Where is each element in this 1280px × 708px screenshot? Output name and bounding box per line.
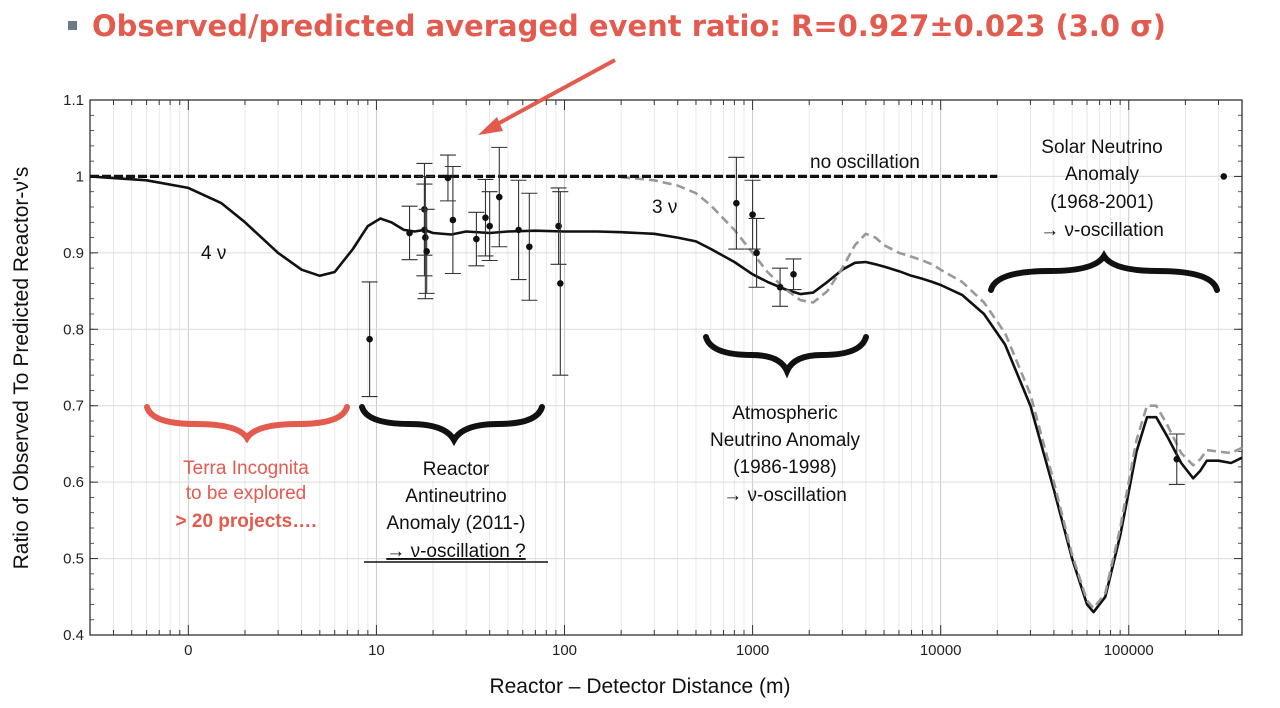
annotation-terra-incognita: Terra Incognita to be explored > 20 proj… [176,458,317,532]
axis-ticks: 0 10 100 1000 10000 100000 0.4 0.5 0.6 0.7 0.8 0.9 1… [63,92,1243,659]
data-point [557,280,564,287]
data-point [406,229,413,237]
annotation-solar: Solar Neutrino Anomaly (1968-2001) → ν-o… [1040,137,1164,241]
data-point [749,211,756,218]
y-tick-label: 1 [76,168,84,185]
y-tick-label: 0.6 [63,474,84,491]
terra-line-2: to be explored [186,483,306,504]
headline-arrow [478,58,616,135]
label-3nu: 3 ν [652,197,677,218]
bullet-square [68,21,77,30]
data-point [421,226,428,234]
reactor-line-3: Anomaly (2011-) [386,513,525,534]
data-point [482,214,489,221]
data-point [526,243,533,251]
annotation-reactor-anomaly: Reactor Antineutrino Anomaly (2011-) → ν… [364,459,548,563]
x-tick-label: 0 [184,642,192,659]
grid [89,99,1243,636]
y-tick-label: 0.7 [63,398,84,415]
y-tick-label: 0.5 [63,551,84,568]
solar-line-4: → ν-oscillation [1040,220,1164,241]
data-point [495,193,503,201]
reactor-line-4: → ν-oscillation ? [386,541,525,562]
x-axis-title: Reactor – Detector Distance (m) [489,675,790,698]
x-tick-label: 10000 [920,642,962,659]
y-tick-label: 1.1 [63,92,84,109]
data-point [423,248,430,255]
label-no-oscillation: no oscillation [810,152,920,173]
data-point [776,283,784,291]
y-tick-label: 0.9 [63,245,84,262]
brace-atmospheric [703,334,869,379]
solar-line-3: (1968-2001) [1050,192,1154,213]
atmo-line-4: → ν-oscillation [723,485,847,506]
data-point [366,335,373,343]
slide-headline: Observed/predicted averaged event ratio:… [92,9,1166,43]
data-point [1220,173,1228,180]
x-tick-label: 10 [368,642,385,659]
brace-reactor [359,404,545,447]
data-point [790,270,797,278]
data-point [473,235,480,243]
atmo-line-2: Neutrino Anomaly [710,430,860,451]
data-point [444,174,452,182]
reactor-line-2: Antineutrino [405,486,506,507]
x-tick-label: 1000 [736,642,769,659]
data-points [361,146,1228,485]
x-tick-label: 100 [552,642,577,659]
solar-line-2: Anomaly [1065,164,1139,185]
reactor-line-1: Reactor [423,459,490,480]
terra-line-3: > 20 projects…. [176,511,317,532]
y-tick-label: 0.4 [63,627,84,644]
label-4nu: 4 ν [201,243,226,264]
data-point [486,222,493,230]
brace-solar [988,250,1220,293]
data-point [515,226,522,234]
curve-3- [620,175,1243,610]
curve-4- [89,175,1243,614]
plot-frame [89,99,1243,636]
annotation-atmospheric: Atmospheric Neutrino Anomaly (1986-1998)… [710,403,860,506]
data-point [555,222,562,230]
curves [89,174,1243,614]
brace-terra-incognita [144,404,350,444]
atmo-line-3: (1986-1998) [733,457,837,478]
data-point [1173,455,1181,463]
solar-line-1: Solar Neutrino [1041,137,1162,158]
y-axis-title: Ratio of Observed To Predicted Reactor-ν… [10,167,33,570]
atmo-line-1: Atmospheric [732,403,838,424]
data-point [449,216,457,224]
terra-line-1: Terra Incognita [183,458,309,479]
y-tick-label: 0.8 [63,321,84,338]
data-point [753,249,760,257]
data-point [733,199,740,207]
data-point [422,234,429,241]
x-tick-label: 100000 [1104,642,1154,659]
